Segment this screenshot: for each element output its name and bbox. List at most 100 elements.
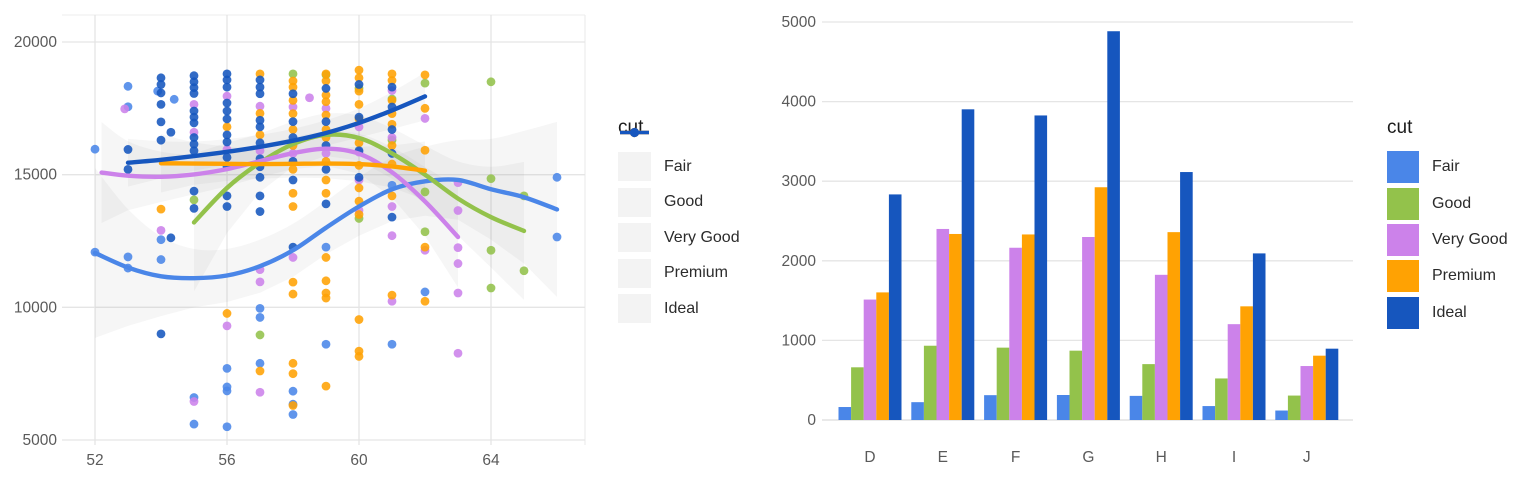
bar-I-fair	[1202, 406, 1216, 420]
legend-label-premium: Premium	[664, 264, 729, 282]
point-premium	[354, 352, 364, 361]
bar-xtick-label-H: H	[1156, 449, 1167, 466]
bar-H-premium	[1167, 232, 1181, 420]
scatter-xtick-label-60: 60	[350, 452, 368, 469]
legend-item-premium: Premium	[618, 127, 740, 292]
point-premium	[321, 175, 331, 185]
legend-key-line-dot-icon	[618, 127, 651, 288]
point-ideal	[288, 117, 298, 126]
point-ideal	[354, 172, 364, 182]
point-fair	[321, 242, 331, 252]
bar-D-fair	[838, 407, 852, 420]
point-premium	[321, 110, 331, 120]
point-fair	[169, 94, 179, 104]
legend-label-fair: Fair	[1432, 158, 1460, 176]
bar-I-ideal	[1252, 253, 1266, 420]
point-premium	[255, 108, 265, 118]
bar-D-premium	[876, 292, 889, 420]
point-good	[255, 330, 265, 340]
smooth-line-ideal	[125, 94, 428, 165]
legend-label-very-good: Very Good	[664, 228, 740, 246]
bar-legend-title: cut	[1387, 117, 1413, 138]
point-very-good	[255, 101, 265, 111]
point-very-good	[453, 288, 463, 298]
point-very-good	[387, 231, 397, 241]
point-ideal	[123, 145, 133, 154]
bar-legend: cut Fair Good Very Good Premium Ideal	[1387, 118, 1508, 331]
smooth-lines-layer	[92, 94, 560, 281]
point-ideal	[387, 82, 397, 92]
point-ideal	[156, 117, 166, 127]
point-ideal	[123, 164, 133, 174]
legend-item-very-good: Very Good	[618, 127, 740, 256]
point-good	[486, 174, 496, 184]
point-premium	[321, 97, 331, 107]
bar-xtick-label-I: I	[1232, 449, 1236, 466]
point-premium	[321, 90, 331, 100]
scatter-xtick-label-56: 56	[218, 452, 235, 469]
bar-E-very-good	[936, 228, 950, 420]
point-very-good	[453, 206, 463, 215]
point-fair	[288, 410, 298, 419]
point-fair	[255, 313, 265, 322]
point-good	[519, 266, 529, 276]
point-premium	[354, 183, 364, 193]
point-premium	[321, 253, 331, 262]
point-ideal	[222, 137, 232, 147]
point-premium	[321, 76, 331, 86]
bar-G-fair	[1056, 395, 1070, 420]
point-premium	[288, 202, 298, 211]
legend-item-ideal: Ideal	[1387, 295, 1508, 331]
point-premium	[387, 95, 397, 105]
bar-I-good	[1215, 378, 1228, 420]
point-very-good	[420, 114, 430, 123]
legend-item-fair: Fair	[1387, 149, 1508, 185]
point-fair	[222, 363, 232, 373]
bars-layer	[838, 31, 1339, 420]
point-premium	[387, 141, 397, 150]
point-ideal	[189, 71, 199, 81]
point-very-good	[156, 225, 166, 235]
scatter-legend-items: Fair Good Very Good Premium Ideal	[618, 127, 740, 327]
point-very-good	[387, 296, 397, 306]
bar-ytick-label-3000: 3000	[782, 173, 817, 190]
point-good	[288, 69, 298, 79]
point-premium	[354, 65, 364, 75]
point-good	[420, 227, 430, 237]
point-good	[189, 195, 199, 205]
point-ideal	[189, 118, 199, 128]
point-ideal	[166, 233, 176, 243]
point-very-good	[222, 321, 232, 331]
bar-xtick-label-E: E	[938, 449, 948, 466]
point-ideal	[166, 127, 176, 137]
point-ideal	[222, 75, 232, 85]
point-premium	[288, 188, 298, 198]
point-ideal	[156, 88, 166, 98]
bar-xtick-label-J: J	[1303, 449, 1311, 466]
confidence-band-good	[194, 113, 524, 300]
point-ideal	[354, 80, 364, 89]
point-good	[420, 78, 430, 88]
point-premium	[387, 76, 397, 85]
bar-E-premium	[949, 233, 962, 420]
bar-D-ideal	[888, 194, 902, 420]
bar-D-good	[851, 367, 864, 420]
point-premium	[288, 109, 298, 119]
point-very-good	[288, 102, 298, 112]
point-ideal	[255, 82, 265, 92]
point-good	[420, 187, 430, 197]
legend-item-ideal: Ideal	[618, 127, 740, 327]
point-fair	[255, 303, 265, 313]
point-very-good	[321, 103, 331, 113]
point-ideal	[156, 135, 166, 145]
point-premium	[288, 82, 298, 92]
legend-item-good: Good	[618, 127, 740, 221]
smooth-line-very-good	[99, 146, 461, 240]
point-premium	[354, 99, 364, 109]
point-premium	[354, 86, 364, 96]
point-ideal	[222, 153, 232, 162]
bar-E-fair	[911, 402, 924, 420]
point-very-good	[255, 387, 265, 397]
bar-J-fair	[1275, 410, 1288, 420]
